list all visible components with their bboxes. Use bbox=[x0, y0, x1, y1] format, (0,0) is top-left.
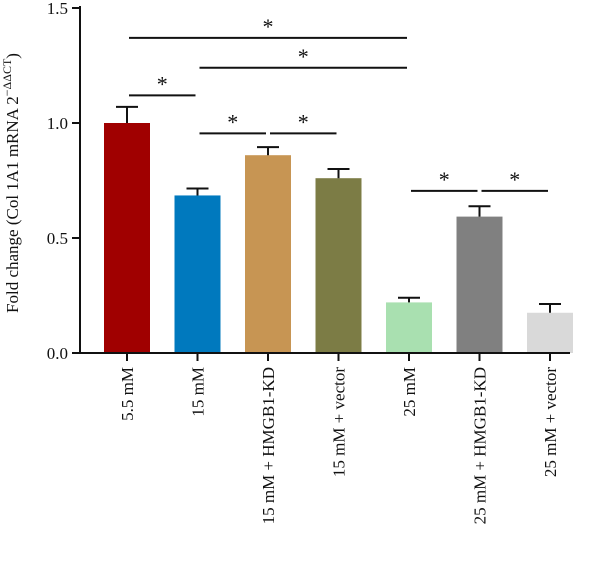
error-bar-line-4 bbox=[327, 168, 350, 179]
error-bar-6 bbox=[468, 205, 491, 217]
bar-6 bbox=[456, 216, 503, 353]
x-tick-label-2: 15 mM bbox=[189, 367, 208, 417]
significance-star-4: * bbox=[227, 109, 238, 134]
bar-5 bbox=[386, 302, 432, 353]
y-axis-label-main: Fold change (Col 1A1 mRNA 2 bbox=[3, 96, 22, 313]
y-tick-label-4: 1.5 bbox=[47, 0, 68, 18]
significance-star-5: * bbox=[298, 109, 309, 134]
significance-star-6: * bbox=[439, 167, 450, 192]
bar-1 bbox=[104, 123, 150, 353]
bar-7 bbox=[527, 312, 573, 353]
error-bar-line-7 bbox=[539, 303, 561, 313]
error-bar-3 bbox=[257, 146, 279, 156]
significance-star-3: * bbox=[157, 71, 168, 96]
significance-star-2: * bbox=[298, 44, 309, 69]
x-tick-label-7: 25 mM + vector bbox=[541, 367, 560, 477]
error-bar-line-1 bbox=[116, 105, 138, 123]
x-tick-label-3: 15 mM + HMGB1-KD bbox=[259, 367, 278, 524]
error-bar-line-5 bbox=[398, 296, 420, 303]
y-tick-label-2: 0.5 bbox=[47, 229, 68, 248]
error-bar-line-2 bbox=[186, 187, 209, 196]
error-bar-line-3 bbox=[257, 146, 279, 156]
significance-star-1: * bbox=[263, 14, 274, 39]
error-bar-5 bbox=[398, 296, 420, 303]
x-tick-label-4: 15 mM + vector bbox=[330, 367, 349, 477]
error-bar-7 bbox=[539, 303, 561, 313]
x-tick-label-1: 5.5 mM bbox=[118, 367, 137, 421]
bar-4 bbox=[315, 178, 362, 353]
axes bbox=[72, 6, 570, 361]
bar-2 bbox=[174, 195, 221, 353]
error-bar-4 bbox=[327, 168, 350, 179]
x-tick-label-5: 25 mM bbox=[400, 367, 419, 417]
error-bar-line-6 bbox=[468, 205, 491, 217]
bar-3 bbox=[245, 155, 291, 353]
error-bar-1 bbox=[116, 105, 138, 123]
plot-area bbox=[104, 36, 573, 353]
error-bar-2 bbox=[186, 187, 209, 196]
significance-star-7: * bbox=[509, 167, 520, 192]
y-tick-label-1: 0.0 bbox=[47, 344, 68, 363]
y-axis-label-close: ) bbox=[3, 53, 22, 59]
y-axis-label-superscript: −ΔΔCT bbox=[0, 58, 14, 96]
x-tick-label-6: 25 mM + HMGB1-KD bbox=[471, 367, 490, 524]
y-tick-label-3: 1.0 bbox=[47, 114, 68, 133]
labels: 0.0 0.5 1.0 1.5 5.5 mM 15 mM 15 mM + HMGB1-KD 1… bbox=[0, 0, 560, 524]
y-axis-label: Fold change (Col 1A1 mRNA 2−ΔΔCT) bbox=[0, 53, 22, 313]
